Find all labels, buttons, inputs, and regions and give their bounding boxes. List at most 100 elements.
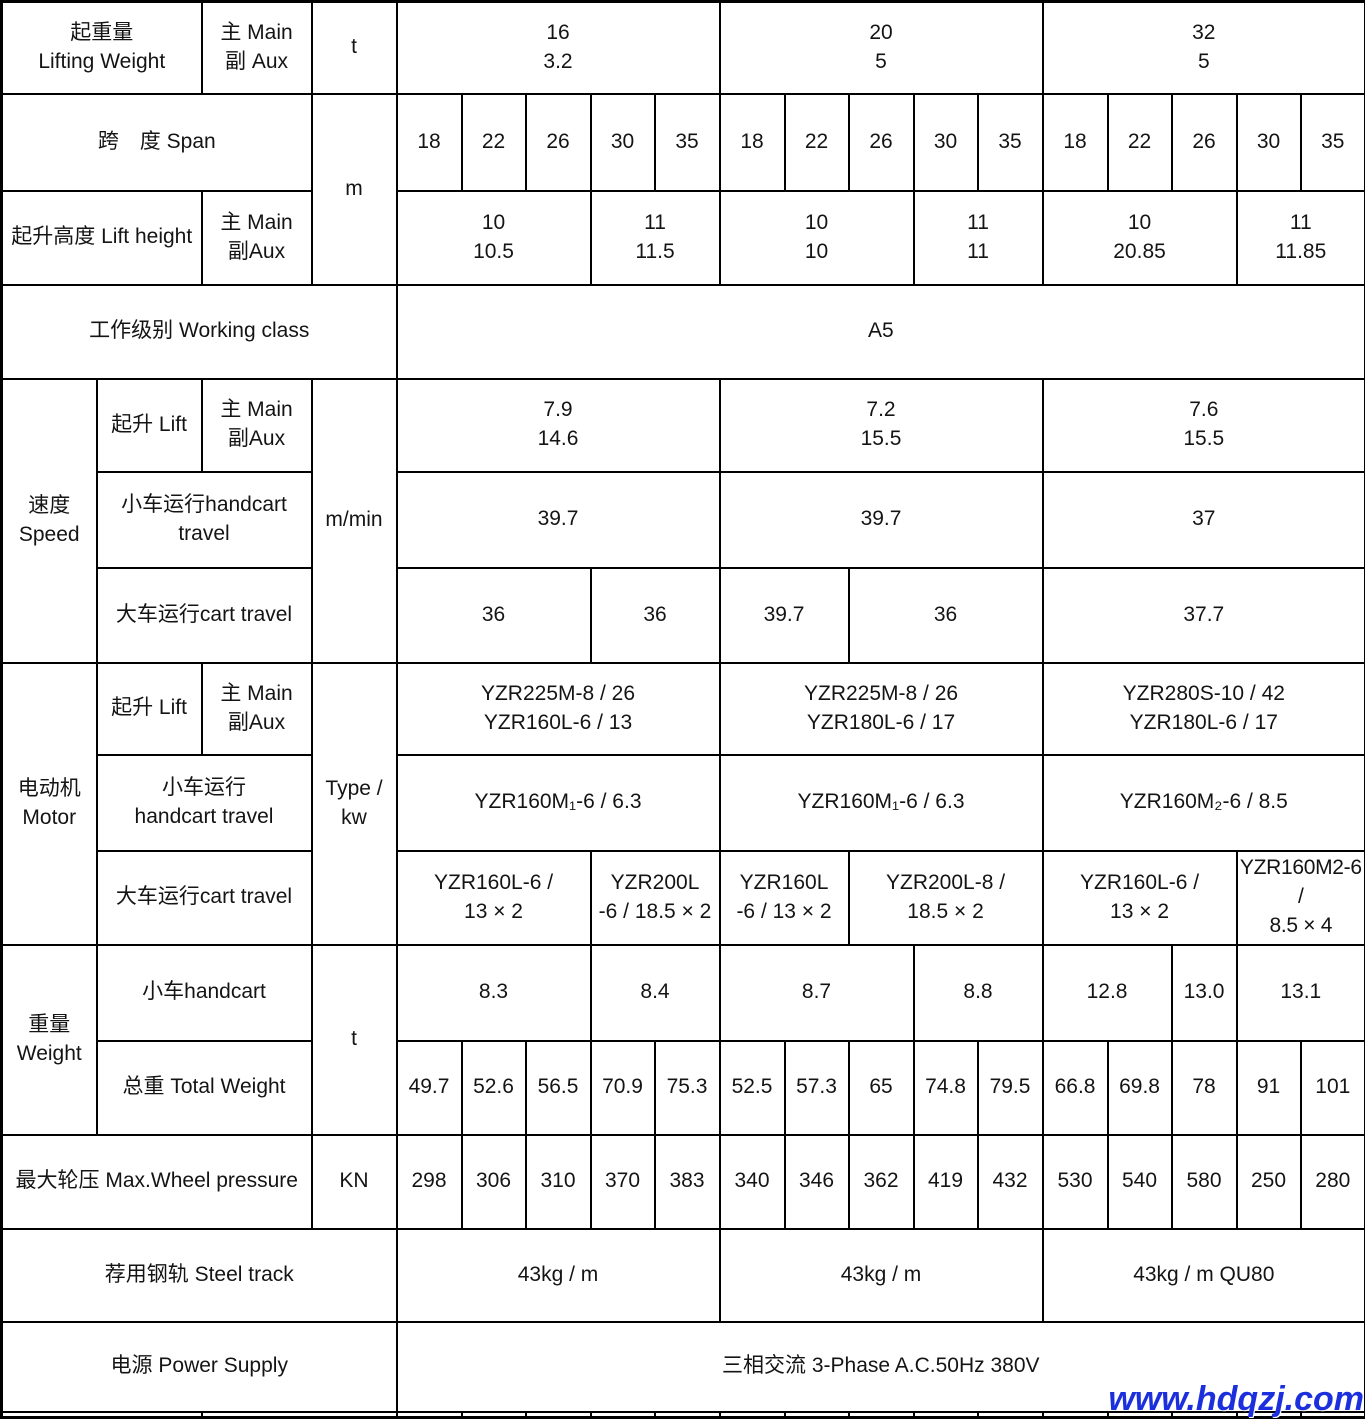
span-value: 26 [1170,92,1238,192]
weight-handcart-value: 13.1 [1235,943,1365,1042]
speed-handcart-label: 小车运行handcart travel [95,470,313,569]
row-motor-cart: 大车运行cart travel YZR160L-6 / 13 × 2 YZR20… [2,849,1365,946]
steel-track-value: 43kg / m QU80 [1041,1227,1365,1323]
span-value: 22 [783,92,850,192]
speed-lift-value: 7.9 14.6 [395,377,721,473]
lift-height-value: 10 10.5 [395,189,592,286]
motor-cart-value: YZR200L -6 / 18.5 × 2 [589,849,721,946]
cropped-cell [1041,1410,1109,1418]
row-wheel-pressure: 最大轮压 Max.Wheel pressure KN 298 306 310 3… [0,1133,1365,1230]
power-supply-value: 三相交流 3-Phase A.C.50Hz 380V [395,1320,1365,1413]
speed-unit: m/min [310,377,398,664]
motor-handcart-value: YZR160M₁-6 / 6.3 [395,753,721,852]
weight-total-value: 56.5 [524,1039,592,1136]
cropped-cell [783,1410,850,1418]
lift-height-value: 10 20.85 [1041,189,1238,286]
row-speed-handcart: 小车运行handcart travel 39.7 39.7 37 [2,470,1365,569]
lift-height-value: 11 11 [912,189,1044,286]
steel-track-value: 43kg / m [395,1227,721,1323]
row-motor-handcart: 小车运行 handcart travel YZR160M₁-6 / 6.3 YZ… [2,753,1365,852]
weight-handcart-value: 8.7 [718,943,915,1042]
motor-handcart-value: YZR160M₁-6 / 6.3 [718,753,1044,852]
motor-cart-value: YZR200L-8 / 18.5 × 2 [847,849,1044,946]
weight-section-label: 重量 Weight [0,943,98,1136]
weight-total-value: 57.3 [783,1039,850,1136]
wheel-pressure-value: 346 [783,1133,850,1230]
weight-total-label: 总重 Total Weight [95,1039,313,1136]
wheel-pressure-value: 540 [1106,1133,1173,1230]
row-span: 跨 度 Span m 18 22 26 30 35 18 22 26 30 35… [0,92,1365,286]
span-value: 18 [718,92,786,192]
row-cropped-next [0,1410,1365,1418]
lifting-weight-value: 32 5 [1041,0,1365,95]
cropped-cell [1106,1410,1173,1418]
span-label: 跨 度 Span [0,92,313,192]
motor-lift-main-aux-label: 主 Main 副Aux [200,661,313,756]
lift-height-label: 起升高度 Lift height [0,189,203,286]
cropped-cell [395,1410,463,1418]
span-value: 22 [460,92,527,192]
cropped-cell [718,1410,786,1418]
speed-handcart-value: 39.7 [395,470,721,569]
row-weight-handcart: 重量 Weight 小车handcart t 8.3 8.4 8.7 8.8 1… [0,943,1365,1136]
row-steel-track: 荐用钢轨 Steel track 43kg / m 43kg / m 43kg … [0,1227,1365,1323]
cropped-cell [524,1410,592,1418]
cropped-cell [976,1410,1044,1418]
working-class-label: 工作级别 Working class [0,283,398,380]
row-power-supply: 电源 Power Supply 三相交流 3-Phase A.C.50Hz 38… [0,1320,1365,1413]
span-value: 18 [395,92,463,192]
wheel-pressure-value: 250 [1235,1133,1302,1230]
cropped-cell [460,1410,527,1418]
motor-cart-value: YZR160M2-6 / 8.5 × 4 [1235,849,1365,946]
motor-lift-value: YZR225M-8 / 26 YZR180L-6 / 17 [718,661,1044,756]
weight-handcart-value: 8.4 [589,943,721,1042]
weight-total-value: 78 [1170,1039,1238,1136]
weight-total-value: 91 [1235,1039,1302,1136]
lifting-weight-unit: t [310,0,398,95]
weight-total-value: 79.5 [976,1039,1044,1136]
cropped-cell [1299,1410,1365,1418]
wheel-pressure-value: 580 [1170,1133,1238,1230]
wheel-pressure-value: 298 [395,1133,463,1230]
wheel-pressure-label: 最大轮压 Max.Wheel pressure [0,1133,313,1230]
motor-handcart-value: YZR160M₂-6 / 8.5 [1041,753,1365,852]
motor-handcart-label: 小车运行 handcart travel [95,753,313,852]
cropped-cell [653,1410,721,1418]
motor-cart-label: 大车运行cart travel [95,849,313,946]
wheel-pressure-value: 530 [1041,1133,1109,1230]
lift-height-value: 11 11.85 [1235,189,1365,286]
row-lifting-weight: 起重量 Lifting Weight 主 Main 副 Aux t 16 3.2… [0,0,1365,95]
speed-lift-value: 7.6 15.5 [1041,377,1365,473]
motor-cart-value: YZR160L-6 / 13 × 2 [395,849,592,946]
lifting-weight-label: 起重量 Lifting Weight [0,0,203,95]
row-speed-lift: 速度 Speed 起升 Lift 主 Main 副Aux m/min 7.9 1… [0,377,1365,664]
weight-total-value: 69.8 [1106,1039,1173,1136]
weight-handcart-label: 小车handcart [95,943,313,1042]
cropped-cell [1170,1410,1238,1418]
weight-total-value: 74.8 [912,1039,979,1136]
weight-unit: t [310,943,398,1136]
span-value: 26 [847,92,915,192]
speed-cart-value: 39.7 [718,566,850,664]
span-value: 35 [1299,92,1365,192]
steel-track-label: 荐用钢轨 Steel track [0,1227,398,1323]
lifting-weight-value: 16 3.2 [395,0,721,95]
speed-handcart-value: 37 [1041,470,1365,569]
weight-total-value: 65 [847,1039,915,1136]
lifting-weight-value: 20 5 [718,0,1044,95]
motor-lift-value: YZR225M-8 / 26 YZR160L-6 / 13 [395,661,721,756]
motor-lift-label: 起升 Lift [95,661,203,756]
weight-handcart-value: 8.3 [395,943,592,1042]
cropped-cell [1235,1410,1302,1418]
weight-total-value: 70.9 [589,1039,656,1136]
weight-total-value: 75.3 [653,1039,721,1136]
weight-handcart-value: 12.8 [1041,943,1173,1042]
lift-height-value: 11 11.5 [589,189,721,286]
weight-total-value: 52.6 [460,1039,527,1136]
speed-handcart-value: 39.7 [718,470,1044,569]
cropped-cell [589,1410,656,1418]
row-weight-total: 总重 Total Weight 49.7 52.6 56.5 70.9 75.3… [2,1039,1365,1136]
cropped-cell [847,1410,915,1418]
working-class-value: A5 [395,283,1365,380]
